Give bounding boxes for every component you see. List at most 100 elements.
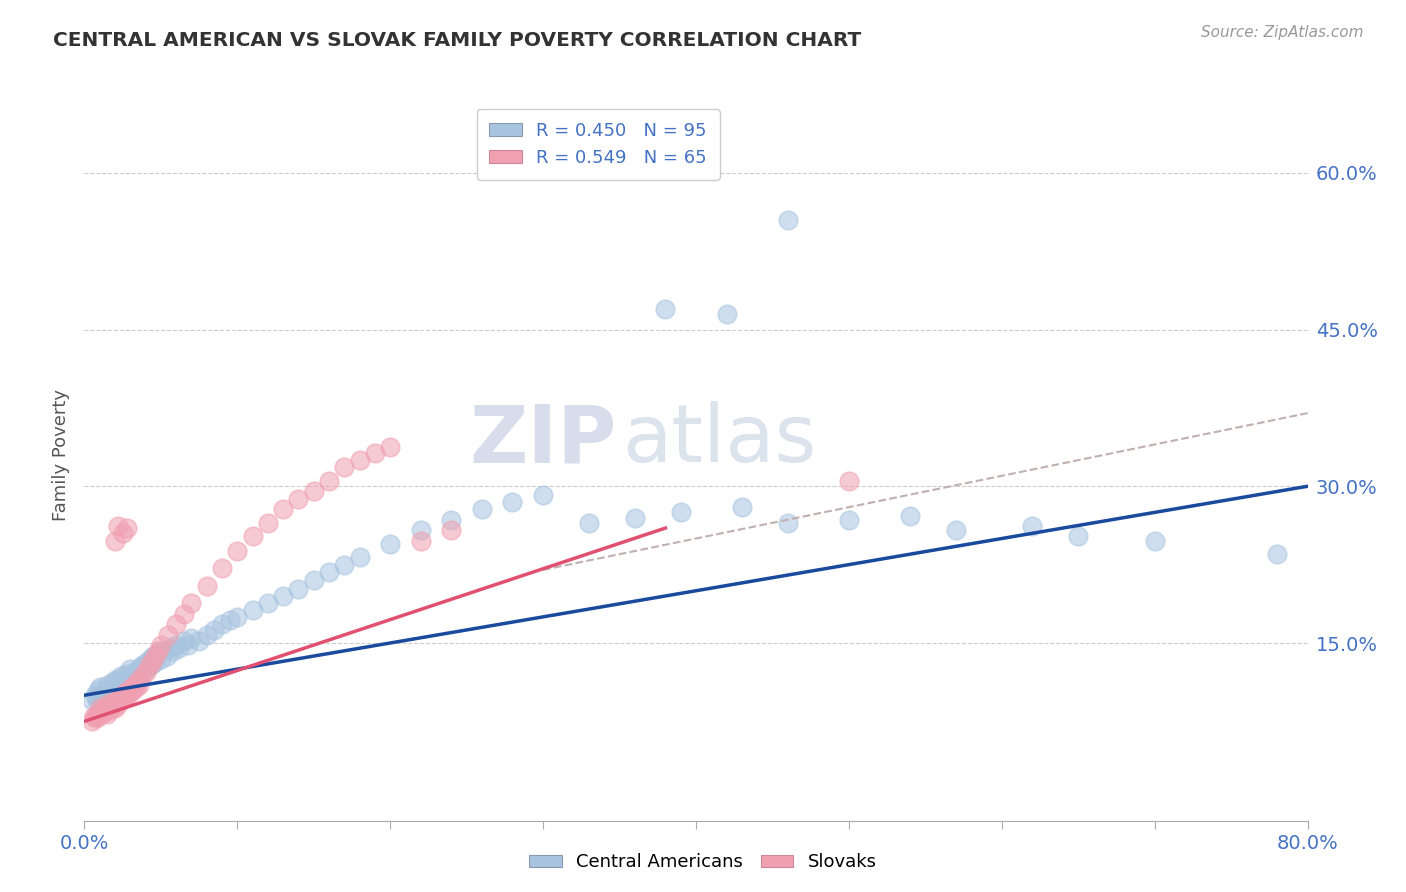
Point [669, 505, 692, 519]
Text: Source: ZipAtlas.com: Source: ZipAtlas.com [1201, 25, 1364, 40]
Point [111, 675, 134, 690]
Point [211, 617, 233, 632]
Point [242, 529, 264, 543]
Point [1265, 547, 1288, 561]
Point [114, 667, 136, 681]
Point [153, 644, 176, 658]
Point [226, 544, 249, 558]
Point [96, 678, 118, 692]
Point [118, 683, 141, 698]
Point [121, 669, 143, 683]
Point [86, 707, 108, 722]
Point [87, 683, 110, 698]
Point [108, 690, 131, 705]
Point [107, 680, 129, 694]
Point [93, 690, 115, 705]
Point [578, 516, 600, 530]
Point [156, 648, 179, 663]
Point [110, 683, 132, 698]
Point [409, 533, 432, 548]
Point [149, 651, 172, 665]
Point [107, 519, 129, 533]
Point [302, 484, 325, 499]
Point [97, 690, 120, 705]
Point [159, 641, 181, 656]
Point [257, 516, 280, 530]
Point [127, 662, 149, 676]
Point [111, 526, 134, 541]
Point [218, 613, 240, 627]
Point [349, 453, 371, 467]
Point [103, 692, 125, 706]
Point [110, 669, 132, 683]
Point [141, 657, 163, 671]
Point [380, 440, 402, 454]
Point [349, 550, 371, 565]
Point [143, 655, 166, 669]
Point [118, 669, 141, 683]
Point [776, 212, 799, 227]
Point [96, 707, 118, 722]
Point [211, 561, 233, 575]
Point [226, 610, 249, 624]
Point [364, 446, 387, 460]
Text: ZIP: ZIP [470, 401, 616, 479]
Point [94, 700, 117, 714]
Point [120, 662, 142, 676]
Point [242, 602, 264, 616]
Point [105, 685, 128, 699]
Point [104, 533, 127, 548]
Point [110, 693, 132, 707]
Point [80, 714, 103, 729]
Point [93, 705, 115, 719]
Point [318, 565, 340, 579]
Point [180, 631, 202, 645]
Point [838, 474, 860, 488]
Point [105, 693, 128, 707]
Point [157, 627, 180, 641]
Point [141, 655, 163, 669]
Point [101, 700, 124, 714]
Point [132, 657, 155, 671]
Point [177, 638, 200, 652]
Point [142, 648, 165, 663]
Point [84, 688, 107, 702]
Point [104, 673, 127, 687]
Point [104, 700, 127, 714]
Point [624, 510, 647, 524]
Point [91, 703, 114, 717]
Point [257, 596, 280, 610]
Point [87, 710, 110, 724]
Point [115, 521, 138, 535]
Point [97, 703, 120, 717]
Point [165, 617, 187, 632]
Point [86, 693, 108, 707]
Point [131, 665, 153, 680]
Point [146, 644, 169, 658]
Point [120, 678, 142, 692]
Point [107, 673, 129, 687]
Point [136, 655, 159, 669]
Point [89, 700, 111, 714]
Point [202, 624, 225, 638]
Point [531, 488, 554, 502]
Point [101, 675, 124, 690]
Point [135, 662, 157, 676]
Point [84, 711, 107, 725]
Point [302, 574, 325, 588]
Point [101, 688, 124, 702]
Point [1021, 519, 1043, 533]
Point [127, 673, 149, 688]
Point [162, 644, 184, 658]
Point [124, 678, 146, 692]
Point [318, 474, 340, 488]
Point [165, 638, 187, 652]
Point [173, 607, 195, 621]
Point [120, 686, 142, 700]
Point [173, 634, 195, 648]
Point [121, 680, 143, 694]
Point [135, 665, 157, 680]
Point [124, 665, 146, 680]
Point [114, 685, 136, 699]
Point [271, 589, 294, 603]
